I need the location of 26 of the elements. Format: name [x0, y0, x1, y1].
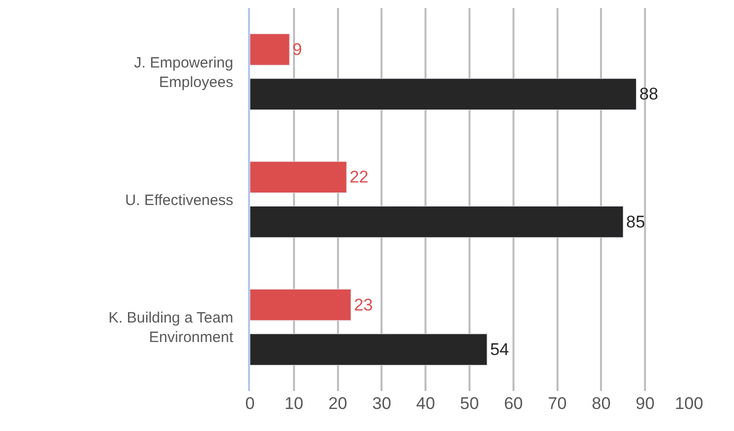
data-label: 22: [350, 168, 368, 187]
y-tick-label: U. Effectiveness: [125, 192, 234, 209]
x-tick-label: 80: [592, 394, 611, 413]
data-label: 54: [490, 340, 509, 360]
bar: [250, 34, 290, 66]
y-tick-label: K. Building a Team Environment: [108, 310, 234, 346]
bar: [250, 288, 352, 321]
bar: [250, 206, 624, 238]
x-tick-label: 70: [548, 394, 567, 413]
x-tick-label: 20: [328, 394, 348, 413]
bar: [250, 334, 488, 366]
data-label: 23: [354, 295, 373, 314]
x-tick-label: 50: [460, 394, 479, 413]
x-tick-label: 10: [284, 394, 304, 413]
data-label: 9: [292, 40, 302, 59]
data-label: 85: [626, 212, 646, 232]
x-tick-label: 90: [636, 394, 655, 413]
x-tick-label: 100: [674, 394, 704, 413]
x-tick-label: 0: [245, 394, 255, 413]
y-tick-label: J. Empowering Employees: [134, 54, 234, 91]
data-label: 88: [639, 84, 658, 104]
bar: [250, 161, 347, 194]
x-tick-label: 60: [504, 394, 523, 413]
x-tick-label: 40: [416, 394, 436, 413]
bar: [250, 78, 637, 110]
x-tick-label: 30: [372, 394, 392, 413]
